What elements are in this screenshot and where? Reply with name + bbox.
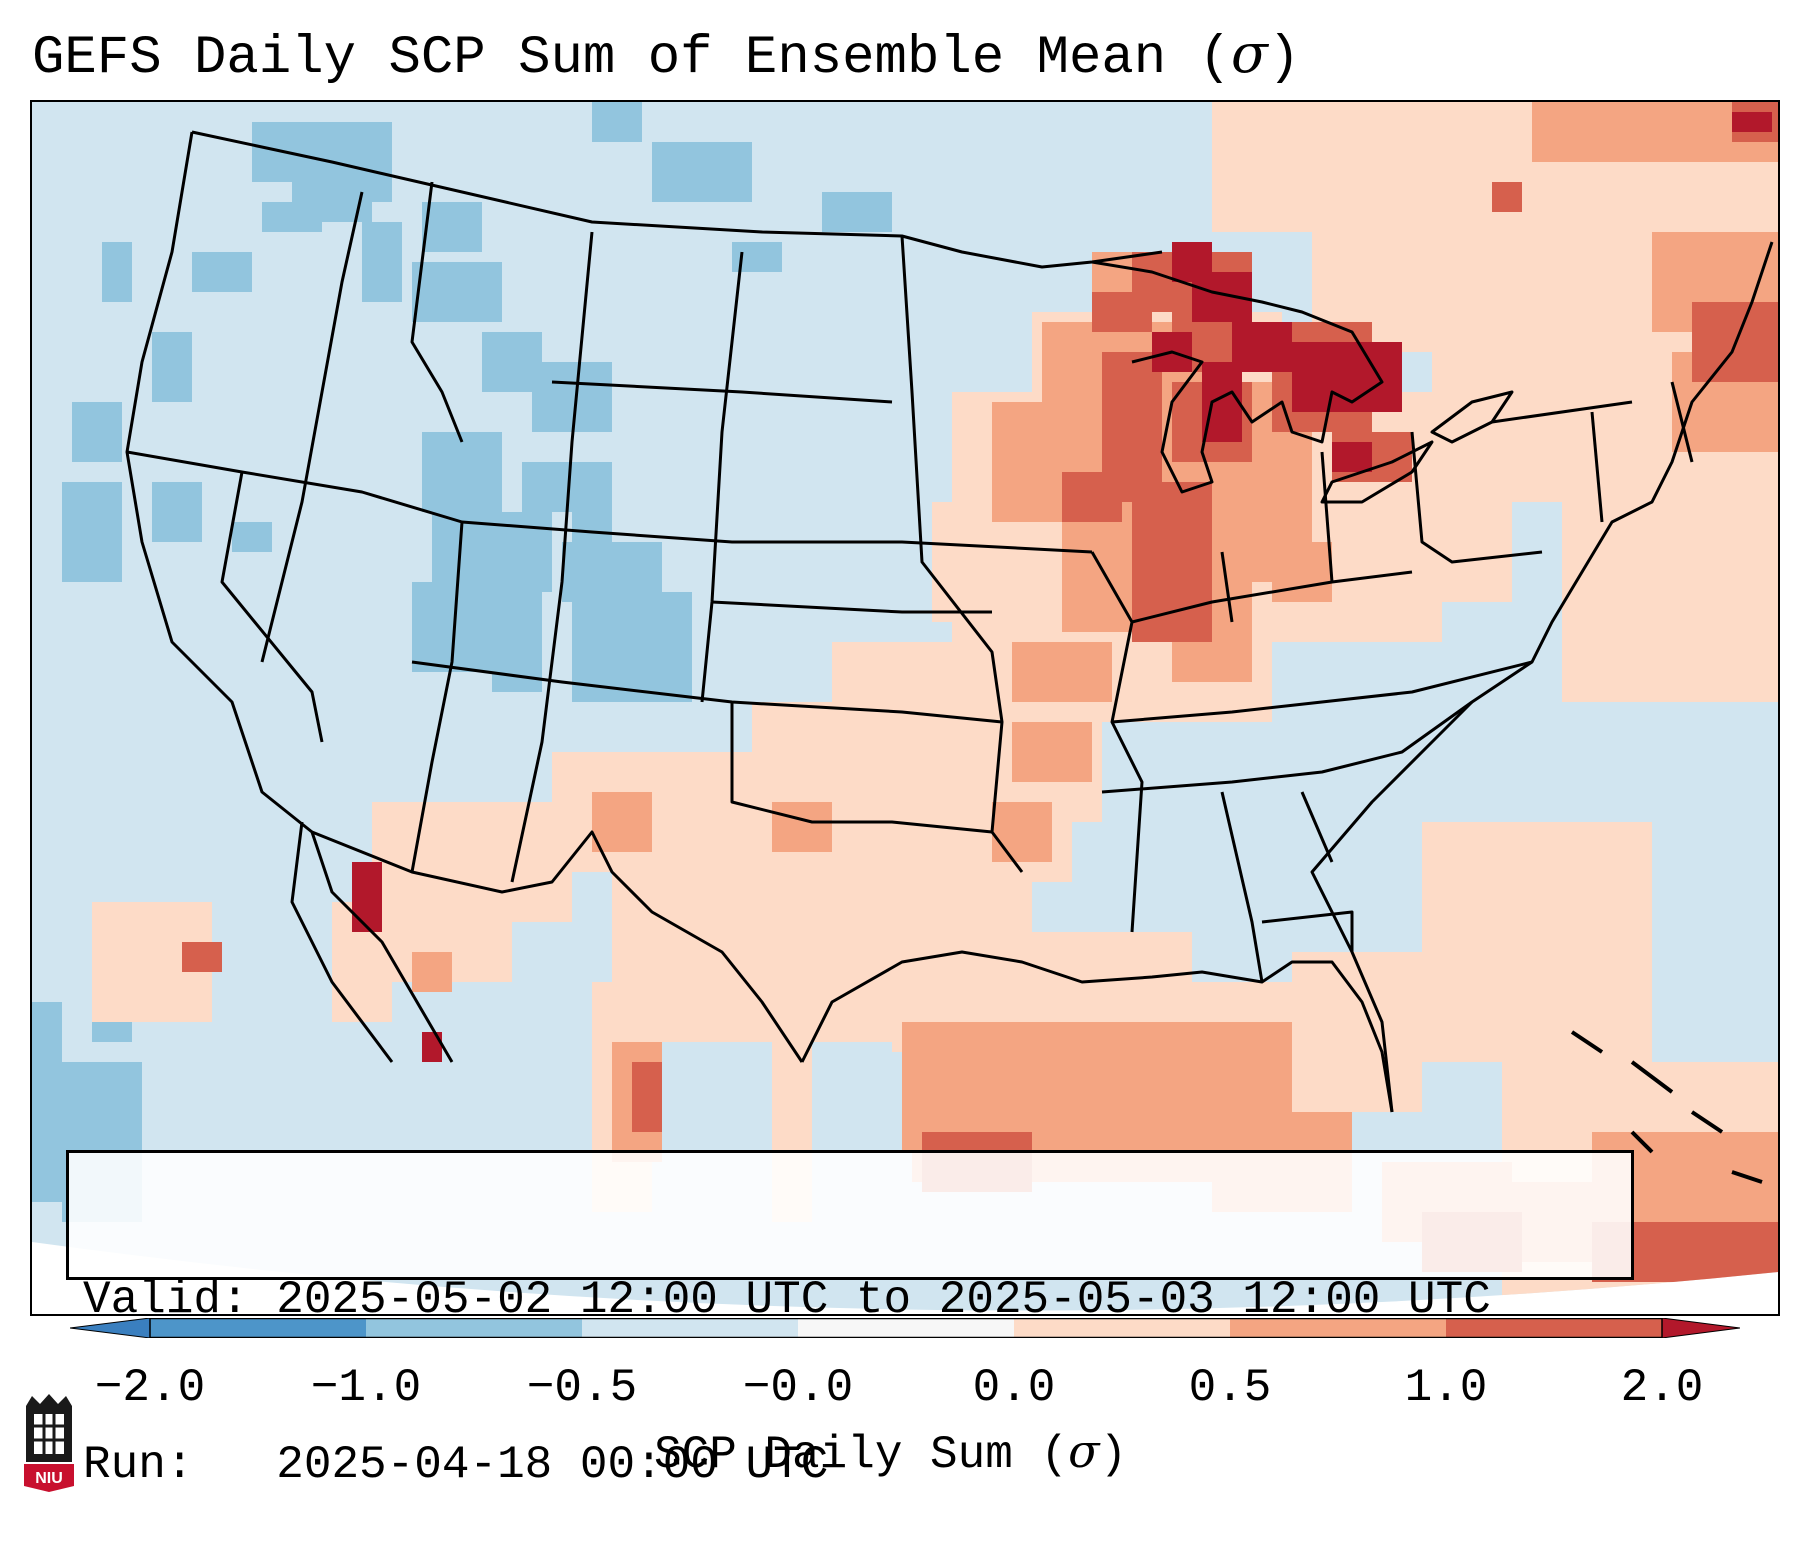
extreme-positive-areas xyxy=(352,112,1772,1062)
colorbar-tick-label: −2.0 xyxy=(94,1362,206,1414)
niu-logo: NIU xyxy=(24,1394,74,1492)
map-title: GEFS Daily SCP Sum of Ensemble Mean (σ) xyxy=(32,22,1300,89)
colorbar-label-text: SCP Daily Sum ( xyxy=(654,1429,1069,1481)
map-panel xyxy=(30,100,1780,1316)
niu-logo-text: NIU xyxy=(35,1470,63,1487)
colorbar xyxy=(70,1318,1740,1338)
colorbar-bin-2 xyxy=(366,1318,582,1338)
colorbar-bin-6 xyxy=(1230,1318,1446,1338)
colorbar-tick-label: −1.0 xyxy=(310,1362,422,1414)
colorbar-tick-label: 0.0 xyxy=(972,1362,1056,1414)
colorbar-bin-5 xyxy=(1014,1318,1230,1338)
colorbar-max-extend xyxy=(1661,1318,1740,1338)
colorbar-tick-label: 1.0 xyxy=(1404,1362,1488,1414)
boundary-lines xyxy=(125,130,1774,1113)
title-text: GEFS Daily SCP Sum of Ensemble Mean ( xyxy=(32,28,1231,89)
map-graphic xyxy=(32,102,1778,1311)
title-close: ) xyxy=(1267,28,1301,89)
valid-time-line: Valid: 2025-05-02 12:00 UTC to 2025-05-0… xyxy=(83,1274,1491,1326)
colorbar-label-close: ) xyxy=(1099,1429,1128,1481)
colorbar-tick-label: −0.0 xyxy=(742,1362,854,1414)
colorbar-label-sigma: σ xyxy=(1068,1424,1100,1478)
colorbar-tick-label: 0.5 xyxy=(1188,1362,1272,1414)
colorbar-bin-4 xyxy=(798,1318,1014,1338)
run-time-line: Run: 2025-04-18 00:00 UTC xyxy=(83,1439,829,1491)
title-sigma: σ xyxy=(1231,22,1268,85)
caribbean-islands xyxy=(1570,1030,1763,1184)
colorbar-label: SCP Daily Sum (σ) xyxy=(654,1424,1127,1481)
colorbar-tick-label: 2.0 xyxy=(1620,1362,1704,1414)
valid-run-infobox: Valid: 2025-05-02 12:00 UTC to 2025-05-0… xyxy=(66,1150,1634,1491)
colorbar-bin-3 xyxy=(582,1318,798,1338)
colorbar-tick-label: −0.5 xyxy=(526,1362,638,1414)
colorbar-bin-7 xyxy=(1446,1318,1662,1338)
colorbar-bin-1 xyxy=(150,1318,366,1338)
colorbar-min-extend xyxy=(70,1318,151,1338)
